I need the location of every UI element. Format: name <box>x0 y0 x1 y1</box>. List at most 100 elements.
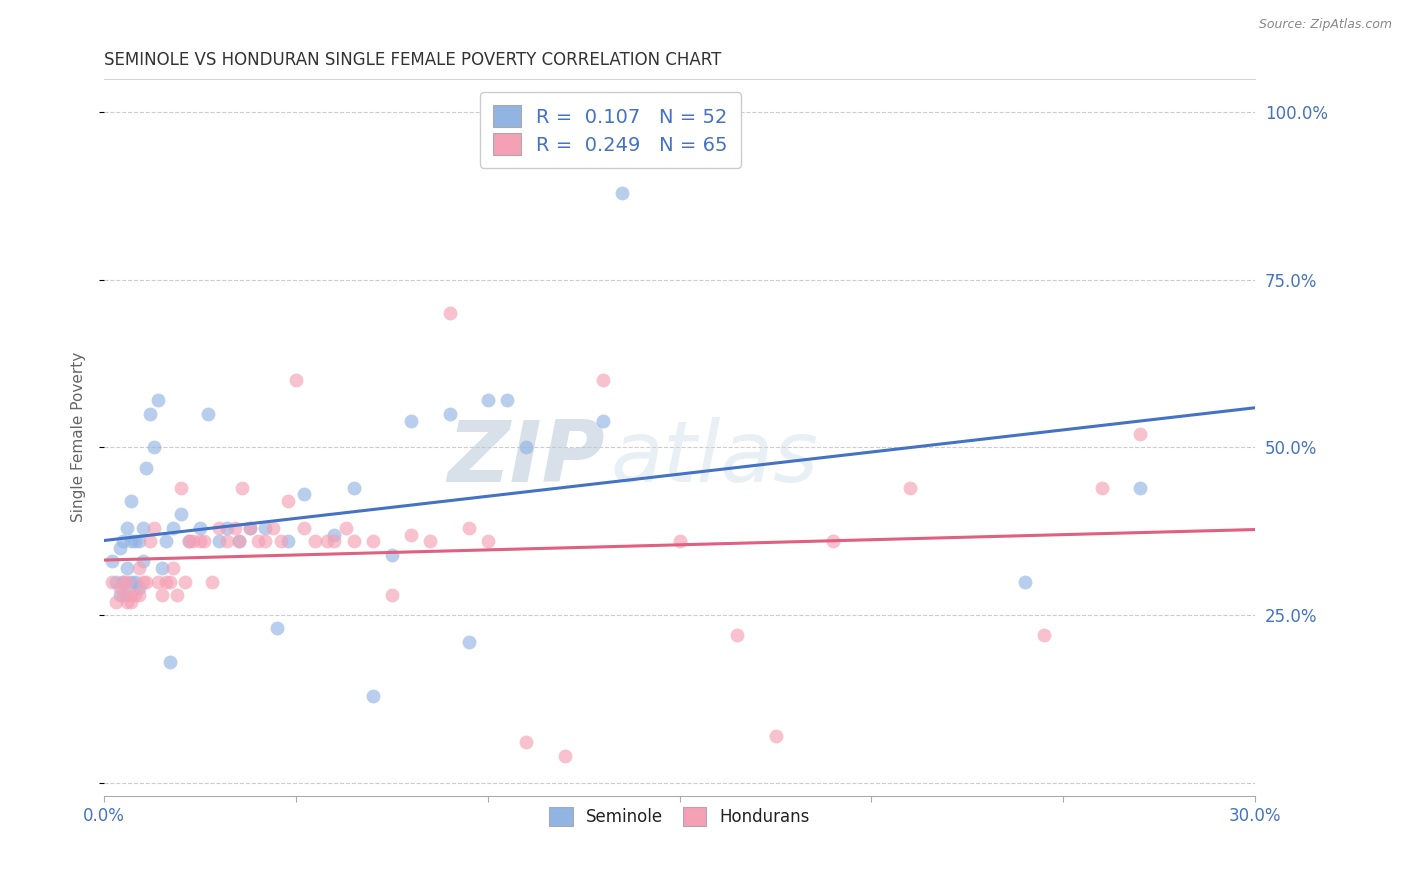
Point <box>246 534 269 549</box>
Point <box>292 521 315 535</box>
Point <box>188 534 211 549</box>
Point <box>108 541 131 555</box>
Point <box>361 534 384 549</box>
Point <box>335 521 357 535</box>
Point <box>765 729 787 743</box>
Point <box>323 534 346 549</box>
Point <box>131 574 153 589</box>
Point <box>1090 481 1112 495</box>
Point <box>361 689 384 703</box>
Text: Source: ZipAtlas.com: Source: ZipAtlas.com <box>1258 18 1392 31</box>
Point <box>457 635 479 649</box>
Point <box>439 306 461 320</box>
Point <box>323 527 346 541</box>
Point <box>399 413 422 427</box>
Point <box>193 534 215 549</box>
Point <box>143 441 166 455</box>
Point <box>128 588 150 602</box>
Point <box>343 534 366 549</box>
Point <box>208 534 231 549</box>
Point <box>143 521 166 535</box>
Point <box>128 534 150 549</box>
Point <box>1129 481 1152 495</box>
Point <box>146 393 169 408</box>
Point <box>285 373 308 387</box>
Point <box>270 534 292 549</box>
Point <box>162 521 184 535</box>
Point <box>177 534 200 549</box>
Point <box>1014 574 1036 589</box>
Point <box>477 393 499 408</box>
Point <box>515 441 537 455</box>
Point <box>228 534 250 549</box>
Point <box>101 574 124 589</box>
Point <box>254 534 277 549</box>
Point <box>135 460 157 475</box>
Point <box>170 508 193 522</box>
Point <box>201 574 224 589</box>
Point <box>496 393 519 408</box>
Point <box>120 588 142 602</box>
Point <box>231 481 253 495</box>
Point <box>120 594 142 608</box>
Point <box>898 481 921 495</box>
Point <box>239 521 262 535</box>
Text: atlas: atlas <box>610 417 818 500</box>
Point <box>104 594 127 608</box>
Point <box>181 534 204 549</box>
Point <box>135 574 157 589</box>
Point <box>215 534 238 549</box>
Point <box>381 548 404 562</box>
Point <box>139 534 162 549</box>
Point <box>277 534 299 549</box>
Point <box>120 534 142 549</box>
Point <box>304 534 326 549</box>
Point <box>208 521 231 535</box>
Point <box>315 534 337 549</box>
Point <box>292 487 315 501</box>
Point <box>381 588 404 602</box>
Point <box>108 588 131 602</box>
Point <box>108 581 131 595</box>
Point <box>150 561 173 575</box>
Point <box>117 521 139 535</box>
Point <box>725 628 748 642</box>
Point <box>592 413 614 427</box>
Point <box>554 748 576 763</box>
Legend: Seminole, Hondurans: Seminole, Hondurans <box>541 799 818 834</box>
Point <box>120 494 142 508</box>
Point <box>117 561 139 575</box>
Point <box>266 622 288 636</box>
Point <box>162 561 184 575</box>
Point <box>399 527 422 541</box>
Point <box>128 561 150 575</box>
Point <box>343 481 366 495</box>
Point <box>515 735 537 749</box>
Point <box>823 534 845 549</box>
Point <box>101 554 124 568</box>
Point <box>155 534 177 549</box>
Point <box>197 407 219 421</box>
Point <box>228 534 250 549</box>
Point <box>254 521 277 535</box>
Point <box>146 574 169 589</box>
Point <box>1129 427 1152 442</box>
Point <box>166 588 188 602</box>
Point <box>177 534 200 549</box>
Point <box>215 521 238 535</box>
Point <box>117 574 139 589</box>
Point <box>262 521 284 535</box>
Y-axis label: Single Female Poverty: Single Female Poverty <box>72 352 86 523</box>
Point <box>124 588 146 602</box>
Point <box>112 534 135 549</box>
Point <box>112 574 135 589</box>
Point <box>419 534 441 549</box>
Point <box>159 574 181 589</box>
Text: ZIP: ZIP <box>447 417 605 500</box>
Point <box>439 407 461 421</box>
Point <box>477 534 499 549</box>
Point <box>239 521 262 535</box>
Point <box>592 373 614 387</box>
Point <box>457 521 479 535</box>
Point <box>124 534 146 549</box>
